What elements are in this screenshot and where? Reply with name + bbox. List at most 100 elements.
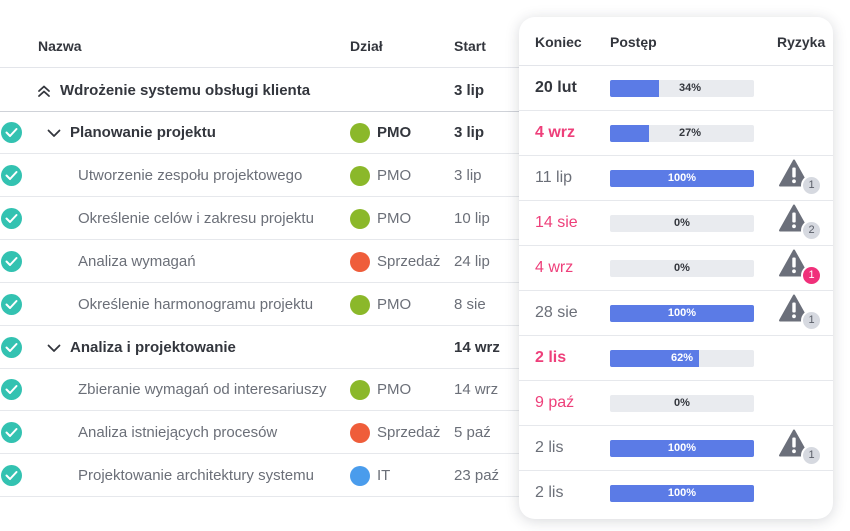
progress-label: 100% [667, 442, 697, 454]
end-date: 14 sie [535, 214, 578, 231]
end-date: 20 lut [535, 79, 577, 96]
schedule-row[interactable]: 11 lip 100% 1 [519, 156, 833, 201]
end-date: 11 lip [535, 169, 573, 186]
task-name[interactable]: Analiza wymagań [78, 253, 196, 270]
department-color-dot [350, 466, 370, 486]
table-header: Nazwa Dział Start [0, 24, 520, 68]
task-name[interactable]: Utworzenie zespołu projektowego [78, 167, 303, 184]
column-header-name[interactable]: Nazwa [38, 38, 82, 54]
risk-indicator[interactable]: 1 [779, 249, 827, 289]
column-header-end[interactable]: Koniec [535, 34, 582, 50]
table-row[interactable]: Analiza wymagań Sprzedaż 24 lip [0, 240, 520, 283]
table-row[interactable]: Określenie celów i zakresu projektu PMO 10… [0, 197, 520, 240]
risk-indicator[interactable]: 1 [779, 159, 827, 199]
department-color-dot [350, 423, 370, 443]
risk-count-badge: 1 [801, 175, 822, 196]
task-name[interactable]: Analiza istniejących procesów [78, 424, 278, 441]
schedule-row[interactable]: 14 sie 0% 2 [519, 201, 833, 246]
chevron-down-icon[interactable] [46, 340, 62, 356]
department-label: PMO [377, 167, 412, 184]
progress-bar-fill [610, 440, 754, 457]
progress-label: 0% [674, 262, 690, 274]
card-header: Koniec Postęp Ryzyka [519, 17, 833, 66]
completed-check-icon[interactable] [1, 122, 22, 143]
schedule-row[interactable]: 9 paź 0% [519, 381, 833, 426]
warning-icon [779, 204, 809, 237]
start-date: 10 lip [454, 210, 490, 227]
warning-icon [779, 294, 809, 327]
task-name[interactable]: Zbieranie wymagań od interesariuszy [78, 381, 327, 398]
schedule-row[interactable]: 20 lut 34% [519, 66, 833, 111]
progress-label: 0% [674, 397, 690, 409]
progress-bar: 62% [610, 350, 754, 367]
risk-count-badge: 1 [801, 265, 822, 286]
table-row[interactable]: Analiza i projektowanie 14 wrz [0, 326, 520, 369]
schedule-row[interactable]: 4 wrz 27% [519, 111, 833, 156]
risk-indicator[interactable]: 1 [779, 429, 827, 469]
end-date: 2 lis [535, 349, 567, 366]
table-row[interactable]: Planowanie projektu PMO 3 lip [0, 111, 520, 154]
progress-label: 100% [667, 307, 697, 319]
risk-count-badge: 2 [801, 220, 822, 241]
progress-bar: 100% [610, 305, 754, 322]
completed-check-icon[interactable] [1, 465, 22, 486]
task-name[interactable]: Projektowanie architektury systemu [78, 467, 314, 484]
department-label: PMO [377, 381, 412, 398]
department-label: PMO [377, 210, 412, 227]
completed-check-icon[interactable] [1, 251, 22, 272]
task-name[interactable]: Określenie celów i zakresu projektu [78, 210, 314, 227]
table-row[interactable]: Projektowanie architektury systemu IT 23 p… [0, 454, 520, 497]
task-name[interactable]: Określenie harmonogramu projektu [78, 296, 314, 313]
schedule-row[interactable]: 28 sie 100% 1 [519, 291, 833, 336]
completed-check-icon[interactable] [1, 165, 22, 186]
chevron-down-icon[interactable] [46, 125, 62, 141]
collapse-all-icon[interactable] [36, 83, 52, 99]
progress-label: 27% [678, 127, 702, 139]
column-header-start[interactable]: Start [454, 38, 486, 54]
warning-icon [779, 429, 809, 462]
group-name[interactable]: Planowanie projektu [70, 124, 216, 141]
progress-bar-fill [610, 125, 649, 142]
group-name[interactable]: Analiza i projektowanie [70, 339, 236, 356]
risk-indicator[interactable]: 1 [779, 294, 827, 334]
progress-bar: 0% [610, 215, 754, 232]
department-color-dot [350, 209, 370, 229]
completed-check-icon[interactable] [1, 337, 22, 358]
start-date: 8 sie [454, 296, 486, 313]
department-color-dot [350, 252, 370, 272]
project-name[interactable]: Wdrożenie systemu obsługi klienta [60, 82, 311, 99]
department-color-dot [350, 123, 370, 143]
schedule-row[interactable]: 2 lis 100% [519, 471, 833, 516]
department-label: Sprzedaż [377, 424, 441, 441]
completed-check-icon[interactable] [1, 208, 22, 229]
start-date: 3 lip [454, 124, 485, 141]
risk-indicator[interactable]: 2 [779, 204, 827, 244]
warning-icon [779, 249, 809, 282]
table-row[interactable]: Analiza istniejących procesów Sprzedaż 5 p… [0, 411, 520, 454]
table-row[interactable]: Utworzenie zespołu projektowego PMO 3 lip [0, 154, 520, 197]
table-row[interactable]: Określenie harmonogramu projektu PMO 8 sie [0, 283, 520, 326]
schedule-row[interactable]: 2 lis 62% [519, 336, 833, 381]
progress-label: 62% [670, 352, 694, 364]
column-header-dept[interactable]: Dział [350, 38, 383, 54]
end-date: 9 paź [535, 394, 575, 411]
table-row[interactable]: Zbieranie wymagań od interesariuszy PMO 14… [0, 368, 520, 411]
department-label: Sprzedaż [377, 253, 441, 270]
end-date: 2 lis [535, 484, 564, 501]
table-row[interactable]: Wdrożenie systemu obsługi klienta 3 lip [0, 69, 520, 112]
progress-bar: 100% [610, 440, 754, 457]
start-date: 5 paź [454, 424, 491, 441]
completed-check-icon[interactable] [1, 294, 22, 315]
column-header-progress[interactable]: Postęp [610, 34, 657, 50]
progress-label: 100% [667, 172, 697, 184]
schedule-card: Koniec Postęp Ryzyka 20 lut 34% 4 wrz 27% 11… [519, 17, 833, 519]
completed-check-icon[interactable] [1, 379, 22, 400]
column-header-risk[interactable]: Ryzyka [777, 34, 826, 50]
progress-bar: 34% [610, 80, 754, 97]
progress-bar: 27% [610, 125, 754, 142]
completed-check-icon[interactable] [1, 422, 22, 443]
schedule-row[interactable]: 4 wrz 0% 1 [519, 246, 833, 291]
progress-bar-fill [610, 170, 754, 187]
schedule-row[interactable]: 2 lis 100% 1 [519, 426, 833, 471]
department-label: PMO [377, 296, 412, 313]
